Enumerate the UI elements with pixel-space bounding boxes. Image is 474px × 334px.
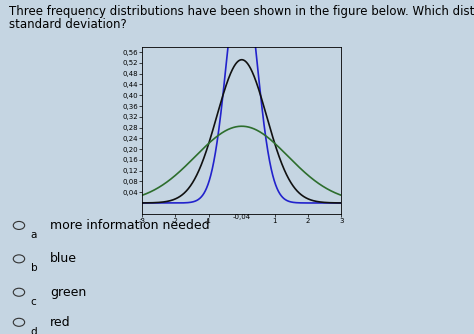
Text: standard deviation?: standard deviation? — [9, 18, 127, 31]
Text: d: d — [31, 327, 37, 334]
Text: blue: blue — [50, 253, 77, 265]
Text: c: c — [31, 297, 36, 307]
Text: green: green — [50, 286, 86, 299]
Text: Three frequency distributions have been shown in the figure below. Which distrib: Three frequency distributions have been … — [9, 5, 474, 18]
Text: red: red — [50, 316, 71, 329]
Text: -0,04: -0,04 — [233, 214, 251, 220]
Text: more information needed: more information needed — [50, 219, 210, 232]
Text: a: a — [31, 230, 37, 240]
Text: b: b — [31, 263, 37, 273]
